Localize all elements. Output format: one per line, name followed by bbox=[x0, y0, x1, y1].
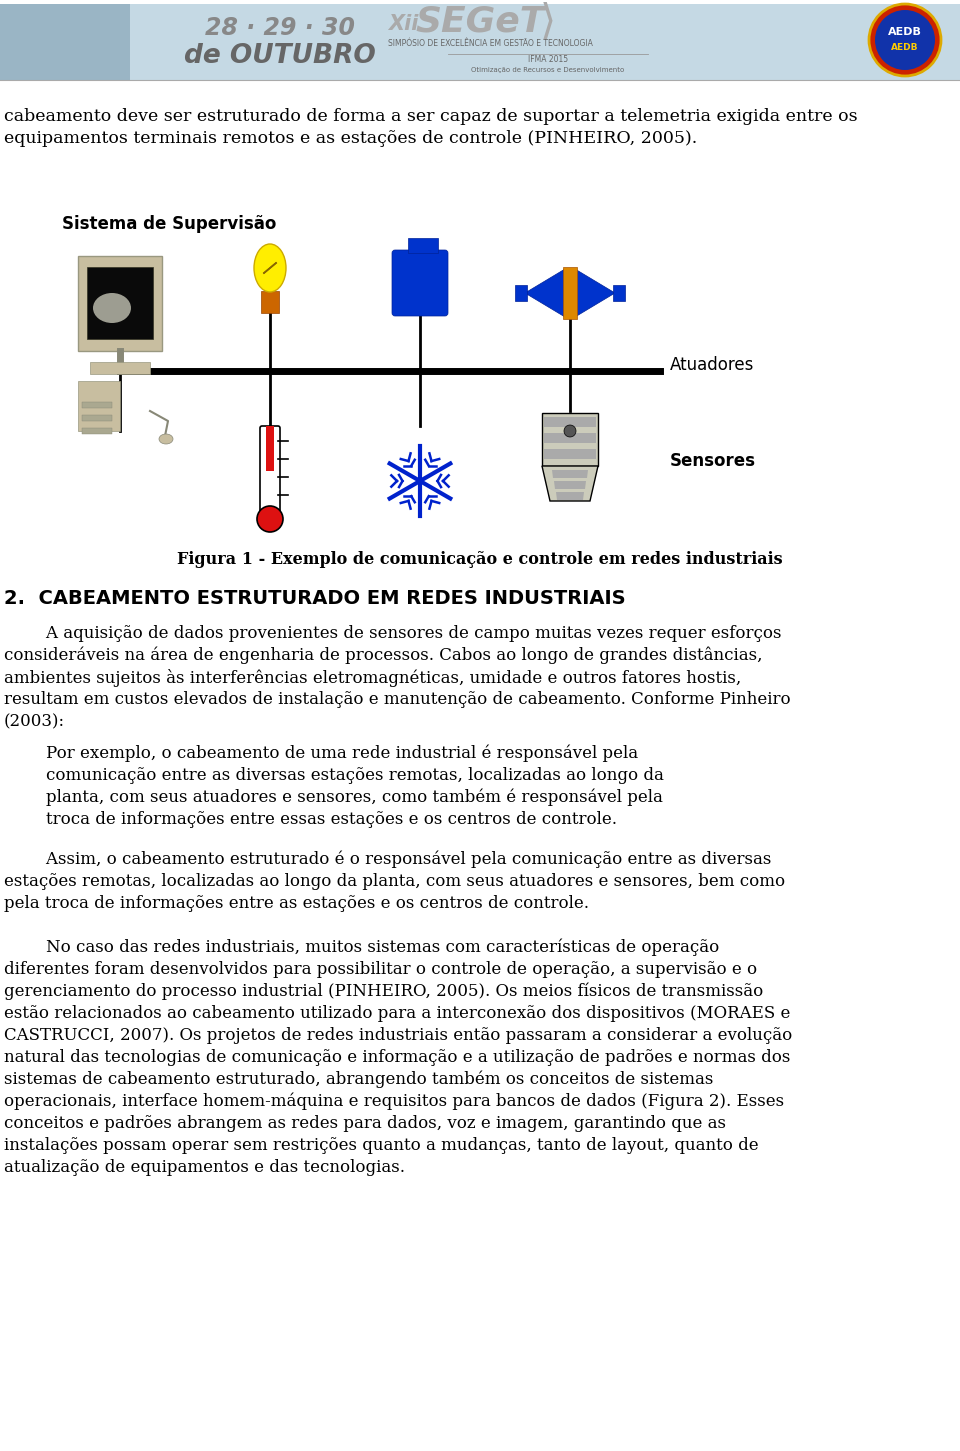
Text: Sensores: Sensores bbox=[670, 453, 756, 470]
Circle shape bbox=[875, 10, 935, 70]
Text: ⟩: ⟩ bbox=[540, 1, 556, 44]
Text: troca de informações entre essas estações e os centros de controle.: troca de informações entre essas estaçõe… bbox=[4, 811, 617, 829]
Text: planta, com seus atuadores e sensores, como também é responsável pela: planta, com seus atuadores e sensores, c… bbox=[4, 789, 662, 807]
Text: Atuadores: Atuadores bbox=[670, 355, 755, 374]
FancyBboxPatch shape bbox=[544, 448, 596, 459]
Text: pela troca de informações entre as estações e os centros de controle.: pela troca de informações entre as estaç… bbox=[4, 895, 589, 913]
Text: AEDB: AEDB bbox=[891, 42, 919, 51]
Text: natural das tecnologias de comunicação e informação e a utilização de padrões e : natural das tecnologias de comunicação e… bbox=[4, 1049, 790, 1066]
FancyBboxPatch shape bbox=[544, 432, 596, 443]
FancyBboxPatch shape bbox=[87, 267, 153, 340]
FancyBboxPatch shape bbox=[0, 0, 130, 80]
Polygon shape bbox=[525, 268, 565, 316]
Text: diferentes foram desenvolvidos para possibilitar o controle de operação, a super: diferentes foram desenvolvidos para poss… bbox=[4, 961, 757, 978]
FancyBboxPatch shape bbox=[82, 402, 112, 408]
FancyBboxPatch shape bbox=[542, 414, 598, 466]
Text: Xii: Xii bbox=[388, 15, 419, 33]
FancyBboxPatch shape bbox=[392, 250, 448, 316]
FancyBboxPatch shape bbox=[82, 428, 112, 434]
Polygon shape bbox=[552, 470, 588, 477]
Text: estações remotas, localizadas ao longo da planta, com seus atuadores e sensores,: estações remotas, localizadas ao longo d… bbox=[4, 874, 785, 889]
Text: estão relacionados ao cabeamento utilizado para a interconexão dos dispositivos : estão relacionados ao cabeamento utiliza… bbox=[4, 1006, 790, 1022]
Text: cabeamento deve ser estruturado de forma a ser capaz de suportar a telemetria ex: cabeamento deve ser estruturado de forma… bbox=[4, 107, 857, 125]
Text: Por exemplo, o cabeamento de uma rede industrial é responsável pela: Por exemplo, o cabeamento de uma rede in… bbox=[4, 744, 638, 762]
FancyBboxPatch shape bbox=[266, 427, 274, 472]
Text: gerenciamento do processo industrial (PINHEIRO, 2005). Os meios físicos de trans: gerenciamento do processo industrial (PI… bbox=[4, 982, 763, 1001]
Text: CASTRUCCI, 2007). Os projetos de redes industriais então passaram a considerar a: CASTRUCCI, 2007). Os projetos de redes i… bbox=[4, 1027, 792, 1045]
Text: sistemas de cabeamento estruturado, abrangendo também os conceitos de sistemas: sistemas de cabeamento estruturado, abra… bbox=[4, 1071, 713, 1088]
FancyBboxPatch shape bbox=[563, 267, 577, 319]
Ellipse shape bbox=[254, 244, 286, 292]
FancyBboxPatch shape bbox=[261, 292, 279, 313]
Circle shape bbox=[869, 4, 941, 75]
FancyBboxPatch shape bbox=[78, 382, 120, 431]
Ellipse shape bbox=[93, 293, 131, 324]
Text: comunicação entre as diversas estações remotas, localizadas ao longo da: comunicação entre as diversas estações r… bbox=[4, 768, 664, 784]
Text: AEDB: AEDB bbox=[888, 28, 922, 36]
FancyBboxPatch shape bbox=[78, 255, 162, 351]
FancyBboxPatch shape bbox=[0, 0, 960, 4]
Text: operacionais, interface homem-máquina e requisitos para bancos de dados (Figura : operacionais, interface homem-máquina e … bbox=[4, 1093, 784, 1110]
Text: Figura 1 - Exemplo de comunicação e controle em redes industriais: Figura 1 - Exemplo de comunicação e cont… bbox=[178, 551, 782, 567]
Text: equipamentos terminais remotos e as estações de controle (PINHEIRO, 2005).: equipamentos terminais remotos e as esta… bbox=[4, 131, 697, 147]
Text: (2003):: (2003): bbox=[4, 712, 65, 730]
Circle shape bbox=[564, 425, 576, 437]
FancyBboxPatch shape bbox=[90, 361, 150, 374]
Text: 2.  CABEAMENTO ESTRUTURADO EM REDES INDUSTRIAIS: 2. CABEAMENTO ESTRUTURADO EM REDES INDUS… bbox=[4, 589, 626, 608]
FancyBboxPatch shape bbox=[544, 416, 596, 427]
Text: ambientes sujeitos às interferências eletromagnéticas, umidade e outros fatores : ambientes sujeitos às interferências ele… bbox=[4, 669, 741, 686]
Text: atualização de equipamentos e das tecnologias.: atualização de equipamentos e das tecnol… bbox=[4, 1159, 405, 1175]
FancyBboxPatch shape bbox=[515, 284, 527, 300]
Text: de OUTUBRO: de OUTUBRO bbox=[184, 44, 376, 70]
Text: consideráveis na área de engenharia de processos. Cabos ao longo de grandes dist: consideráveis na área de engenharia de p… bbox=[4, 647, 762, 665]
Polygon shape bbox=[542, 466, 598, 501]
Text: 28 · 29 · 30: 28 · 29 · 30 bbox=[205, 16, 355, 41]
Polygon shape bbox=[556, 492, 584, 501]
Text: Assim, o cabeamento estruturado é o responsável pela comunicação entre as divers: Assim, o cabeamento estruturado é o resp… bbox=[4, 850, 772, 869]
FancyBboxPatch shape bbox=[0, 0, 960, 80]
Text: A aquisição de dados provenientes de sensores de campo muitas vezes requer esfor: A aquisição de dados provenientes de sen… bbox=[4, 625, 781, 641]
Text: Otimização de Recursos e Desenvolvimento: Otimização de Recursos e Desenvolvimento bbox=[471, 67, 625, 73]
Text: Sistema de Supervisão: Sistema de Supervisão bbox=[62, 215, 276, 234]
FancyBboxPatch shape bbox=[613, 284, 625, 300]
Text: No caso das redes industriais, muitos sistemas com características de operação: No caso das redes industriais, muitos si… bbox=[4, 939, 719, 956]
Ellipse shape bbox=[159, 434, 173, 444]
Text: conceitos e padrões abrangem as redes para dados, voz e imagem, garantindo que a: conceitos e padrões abrangem as redes pa… bbox=[4, 1114, 726, 1132]
Text: instalações possam operar sem restrições quanto a mudanças, tanto de layout, qua: instalações possam operar sem restrições… bbox=[4, 1138, 758, 1154]
Text: SEGeT: SEGeT bbox=[415, 4, 544, 39]
Circle shape bbox=[257, 506, 283, 533]
FancyBboxPatch shape bbox=[408, 238, 438, 252]
Text: SIMPÓSIO DE EXCELÊNCIA EM GESTÃO E TECNOLOGIA: SIMPÓSIO DE EXCELÊNCIA EM GESTÃO E TECNO… bbox=[388, 39, 593, 48]
FancyBboxPatch shape bbox=[82, 415, 112, 421]
Polygon shape bbox=[554, 480, 586, 489]
Text: resultam em custos elevados de instalação e manutenção de cabeamento. Conforme P: resultam em custos elevados de instalaçã… bbox=[4, 691, 791, 708]
Polygon shape bbox=[575, 268, 615, 316]
FancyBboxPatch shape bbox=[260, 427, 280, 518]
Text: IFMA 2015: IFMA 2015 bbox=[528, 55, 568, 64]
